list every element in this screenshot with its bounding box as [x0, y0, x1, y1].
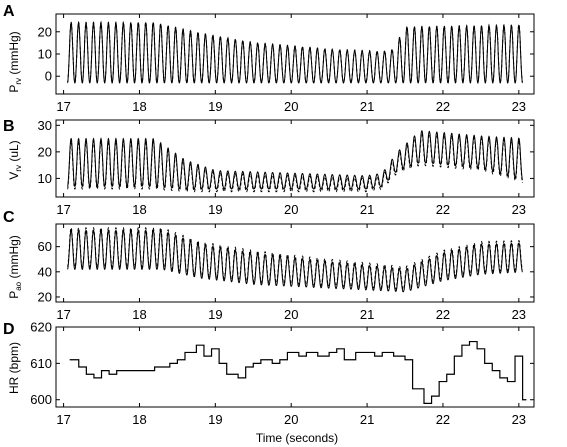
axes-frame [55, 326, 535, 408]
ylabel-a: Prv (mmHg) [7, 31, 23, 92]
x-tick-label: 20 [284, 412, 298, 427]
x-tick-label: 19 [208, 412, 222, 427]
panel-a: 17 18 19 20 21 22 23 0 10 20 [38, 13, 535, 114]
axes-frame [55, 13, 535, 95]
y-tick-label: 10 [38, 47, 52, 62]
x-tick-label: 17 [56, 307, 70, 322]
x-tick-label: 19 [208, 307, 222, 322]
x-tick-label: 18 [132, 307, 146, 322]
panel-b: 17 18 19 20 21 22 23 10 20 30 [38, 118, 535, 217]
y-tick-label: 60 [38, 239, 52, 254]
y-tick-label: 600 [30, 392, 52, 407]
x-tick-label: 22 [436, 202, 450, 217]
x-tick-label: 21 [360, 412, 374, 427]
x-tick-label: 17 [56, 202, 70, 217]
x-tick-label: 22 [436, 99, 450, 114]
series-solid [67, 229, 523, 293]
panel-d: 17 18 19 20 21 22 23 600 610 620 [30, 320, 535, 427]
panel-letter-d: D [3, 321, 15, 338]
y-tick-label: 0 [45, 69, 52, 84]
x-tick-label: 20 [284, 202, 298, 217]
x-tick-label: 22 [436, 412, 450, 427]
x-tick-label: 17 [56, 412, 70, 427]
panel-letter-b: B [3, 118, 15, 135]
y-tick-label: 20 [38, 289, 52, 304]
ylabel-b: Vrv (uL) [7, 140, 23, 179]
y-tick-label: 40 [38, 264, 52, 279]
panel-c: 17 18 19 20 21 22 23 20 40 60 [38, 223, 535, 322]
axes-frame [55, 119, 535, 198]
x-tick-label: 21 [360, 99, 374, 114]
ylabel-d: HR (bpm) [7, 342, 21, 394]
x-tick-label: 21 [360, 307, 374, 322]
y-tick-label: 20 [38, 144, 52, 159]
y-tick-label: 10 [38, 171, 52, 186]
x-axis-title: Time (seconds) [256, 431, 338, 445]
series-solid [67, 130, 524, 190]
x-tick-label: 23 [512, 412, 526, 427]
y-tick-label: 20 [38, 24, 52, 39]
x-tick-label: 18 [132, 99, 146, 114]
x-tick-label: 20 [284, 307, 298, 322]
x-tick-label: 19 [208, 99, 222, 114]
x-tick-label: 18 [132, 412, 146, 427]
series-line [69, 340, 527, 404]
y-tick-label: 30 [38, 118, 52, 133]
x-tick-label: 23 [512, 99, 526, 114]
x-tick-label: 21 [360, 202, 374, 217]
x-tick-label: 23 [512, 202, 526, 217]
x-tick-label: 19 [208, 202, 222, 217]
x-tick-label: 22 [436, 307, 450, 322]
panel-letter-a: A [3, 3, 15, 20]
x-tick-label: 18 [132, 202, 146, 217]
ylabel-c: Pao (mmHg) [7, 235, 23, 299]
y-tick-label: 610 [30, 356, 52, 371]
x-tick-label: 23 [512, 307, 526, 322]
series-solid [67, 21, 523, 84]
x-tick-label: 20 [284, 99, 298, 114]
panel-letter-c: C [3, 209, 15, 226]
y-tick-label: 620 [30, 320, 52, 335]
axes-frame [55, 223, 535, 303]
x-tick-label: 17 [56, 99, 70, 114]
